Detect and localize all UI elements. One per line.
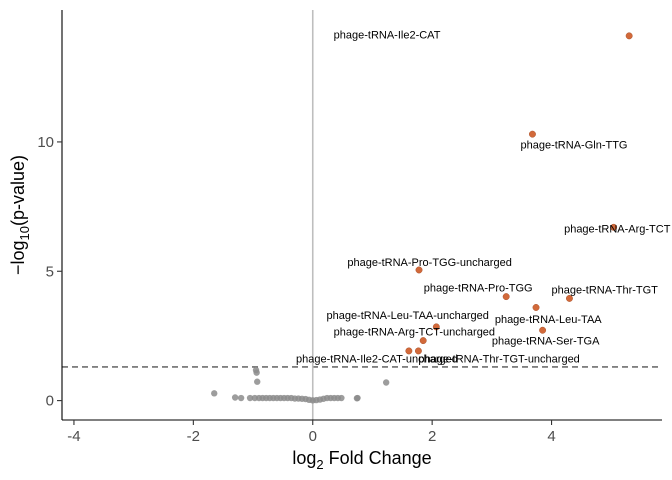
point-label: phage-tRNA-Thr-TGT-uncharged (418, 354, 579, 366)
point-label: phage-tRNA-Ile2-CAT (334, 30, 441, 42)
point-label: phage-tRNA-Pro-TGG-uncharged (347, 257, 511, 269)
point-label: phage-tRNA-Leu-TAA-uncharged (326, 310, 488, 322)
point-label: phage-tRNA-Ile2-CAT-uncharged (296, 354, 458, 366)
nonsignificant-point (338, 394, 345, 402)
nonsignificant-point (237, 394, 245, 402)
point-label: phage-tRNA-Arg-TCT-uncharged (334, 327, 495, 339)
y-tick-label: 10 (37, 134, 54, 151)
significant-point (414, 347, 422, 355)
significant-point (502, 293, 510, 301)
significant-point (566, 294, 573, 302)
significant-point (415, 266, 423, 274)
points-layer (211, 32, 633, 404)
y-tick-label: 5 (46, 263, 54, 280)
nonsignificant-point (231, 394, 239, 401)
significant-point (432, 323, 440, 331)
nonsignificant-point (253, 369, 260, 376)
point-labels-layer: phage-tRNA-Ile2-CAT phage-tRNA-Gln-TTG pha… (296, 30, 671, 366)
significant-point (610, 223, 618, 231)
y-axis-title: −log10(p-value) (8, 155, 32, 275)
x-tick-label: -2 (187, 428, 200, 445)
point-label: phage-tRNA-Pro-TGG (424, 283, 533, 295)
significant-point (405, 347, 413, 355)
nonsignificant-point (246, 394, 254, 402)
x-axis-title: log2 Fold Change (292, 448, 431, 472)
x-tick-label: 0 (309, 428, 317, 445)
x-tick-label: -4 (67, 428, 80, 445)
x-tick-label: 2 (428, 428, 436, 445)
significant-point (419, 337, 427, 345)
nonsignificant-point (382, 379, 390, 386)
nonsignificant-point (254, 378, 261, 385)
point-label: phage-tRNA-Leu-TAA (495, 314, 602, 326)
nonsignificant-point (353, 395, 361, 402)
x-tick-label: 4 (547, 428, 555, 445)
significant-point (539, 326, 547, 334)
significant-point (625, 32, 633, 40)
x-ticks: -4 -2 0 2 4 (67, 420, 556, 445)
point-label: phage-tRNA-Ser-TGA (492, 336, 600, 348)
nonsignificant-point (211, 390, 218, 397)
significant-point (528, 130, 536, 138)
significant-point (532, 304, 540, 311)
y-ticks: 0 5 10 (37, 134, 62, 410)
point-label: phage-tRNA-Gln-TTG (521, 140, 628, 152)
point-label: phage-tRNA-Thr-TGT (552, 284, 659, 296)
y-tick-label: 0 (46, 393, 54, 410)
point-label: phage-tRNA-Arg-TCT (564, 224, 671, 236)
